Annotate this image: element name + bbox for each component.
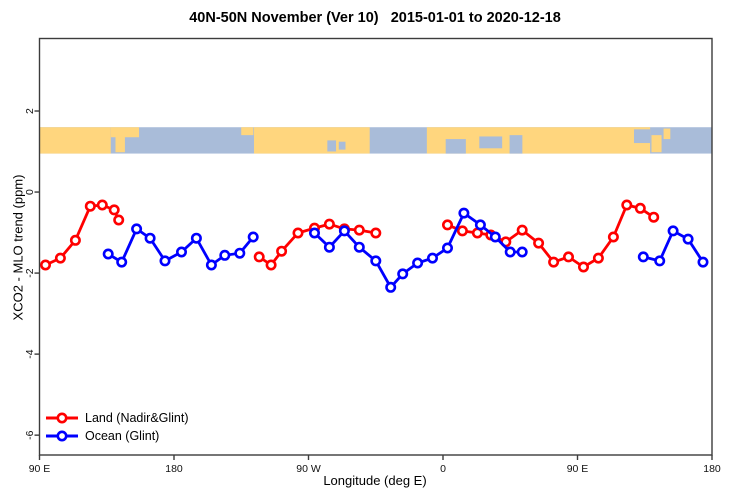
x-tick-label: 0 bbox=[440, 463, 446, 475]
legend-item-land: Land (Nadir&Glint) bbox=[45, 409, 189, 427]
map-band-water bbox=[445, 139, 466, 154]
land-series-point bbox=[607, 231, 619, 243]
legend: Land (Nadir&Glint) Ocean (Glint) bbox=[45, 409, 189, 445]
y-tick-label: -4 bbox=[24, 349, 36, 358]
x-tick-label: 180 bbox=[703, 463, 721, 475]
land-series-point bbox=[533, 237, 545, 249]
ocean-series-point bbox=[516, 246, 528, 258]
ocean-series-point bbox=[412, 257, 424, 269]
land-series-point bbox=[69, 234, 81, 246]
map-band-water bbox=[338, 141, 346, 150]
ocean-series-point bbox=[353, 241, 365, 253]
land-series-point bbox=[323, 218, 335, 230]
land-series-point bbox=[54, 252, 66, 264]
land-series-point bbox=[577, 261, 589, 273]
ocean-series-point bbox=[234, 247, 246, 259]
x-tick-label: 180 bbox=[165, 463, 183, 475]
map-band-island bbox=[110, 127, 140, 138]
map-band-island bbox=[115, 135, 125, 153]
land-series-point bbox=[96, 199, 108, 211]
ocean-series-point bbox=[426, 252, 438, 264]
land-series-point bbox=[292, 227, 304, 239]
map-band-water bbox=[633, 129, 651, 144]
map-band-island bbox=[651, 135, 662, 153]
land-series-point bbox=[370, 227, 382, 239]
ocean-series-legend-marker bbox=[46, 430, 78, 442]
map-band-land bbox=[39, 127, 111, 154]
chart-title: 40N-50N November (Ver 10) 2015-01-01 to … bbox=[189, 10, 561, 26]
ocean-series-point bbox=[247, 231, 259, 243]
ocean-series-point bbox=[489, 231, 501, 243]
ocean-series-point bbox=[205, 259, 217, 271]
land-series-point bbox=[621, 199, 633, 211]
land-series-point bbox=[441, 219, 453, 231]
map-band-island bbox=[241, 127, 254, 136]
land-series-point bbox=[548, 256, 560, 268]
ocean-series-point bbox=[338, 225, 350, 237]
map-band-water bbox=[327, 140, 337, 152]
land-series-point bbox=[39, 259, 51, 271]
land-series-point bbox=[265, 259, 277, 271]
ocean-series-point bbox=[385, 281, 397, 293]
x-axis-label: Longitude (deg E) bbox=[323, 473, 427, 488]
ocean-series-point bbox=[637, 251, 649, 263]
y-axis-label: XCO2 - MLO trend (ppm) bbox=[10, 174, 26, 321]
ocean-series-point bbox=[504, 246, 516, 258]
legend-label-ocean: Ocean (Glint) bbox=[85, 429, 160, 443]
land-series-point bbox=[562, 251, 574, 263]
ocean-series-point bbox=[116, 256, 128, 268]
land-series-point bbox=[84, 200, 96, 212]
x-tick-label: 90 W bbox=[296, 463, 321, 475]
ocean-series-point bbox=[441, 242, 453, 254]
ocean-series-point bbox=[458, 207, 470, 219]
y-tick-label: 2 bbox=[24, 108, 36, 114]
y-tick-label: 0 bbox=[24, 189, 36, 195]
y-tick-label: -6 bbox=[24, 430, 36, 439]
land-series-point bbox=[353, 224, 365, 236]
land-series-point bbox=[253, 251, 265, 263]
map-band-island bbox=[663, 128, 671, 140]
map-band-land bbox=[254, 127, 370, 154]
y-tick-label: -2 bbox=[24, 268, 36, 277]
ocean-series-point bbox=[219, 249, 231, 261]
land-series-point bbox=[634, 202, 646, 214]
ocean-series-point bbox=[308, 227, 320, 239]
land-series-point bbox=[516, 224, 528, 236]
ocean-series-point bbox=[190, 232, 202, 244]
land-series-point bbox=[456, 225, 468, 237]
legend-item-ocean: Ocean (Glint) bbox=[45, 427, 189, 445]
ocean-series-point bbox=[159, 255, 171, 267]
land-series-point bbox=[113, 214, 125, 226]
land-series-point bbox=[648, 211, 660, 223]
ocean-series-point bbox=[697, 256, 709, 268]
land-series-legend-marker bbox=[46, 412, 78, 424]
ocean-series-point bbox=[370, 255, 382, 267]
ocean-series-point bbox=[131, 223, 143, 235]
ocean-series-point bbox=[102, 248, 114, 260]
land-series-point bbox=[592, 252, 604, 264]
ocean-series-point bbox=[667, 225, 679, 237]
ocean-series-point bbox=[474, 219, 486, 231]
map-band-water bbox=[479, 136, 503, 149]
ocean-series-point bbox=[144, 232, 156, 244]
land-series-point bbox=[108, 204, 120, 216]
ocean-series-point bbox=[682, 233, 694, 245]
ocean-series-point bbox=[397, 268, 409, 280]
ocean-series-point bbox=[654, 255, 666, 267]
x-tick-label: 90 E bbox=[29, 463, 51, 475]
land-series-point bbox=[276, 245, 288, 257]
legend-label-land: Land (Nadir&Glint) bbox=[85, 411, 189, 425]
x-tick-label: 90 E bbox=[567, 463, 589, 475]
plot-border bbox=[38, 37, 713, 456]
ocean-series-point bbox=[176, 246, 188, 258]
ocean-series-point bbox=[323, 241, 335, 253]
map-band-water bbox=[509, 135, 523, 154]
